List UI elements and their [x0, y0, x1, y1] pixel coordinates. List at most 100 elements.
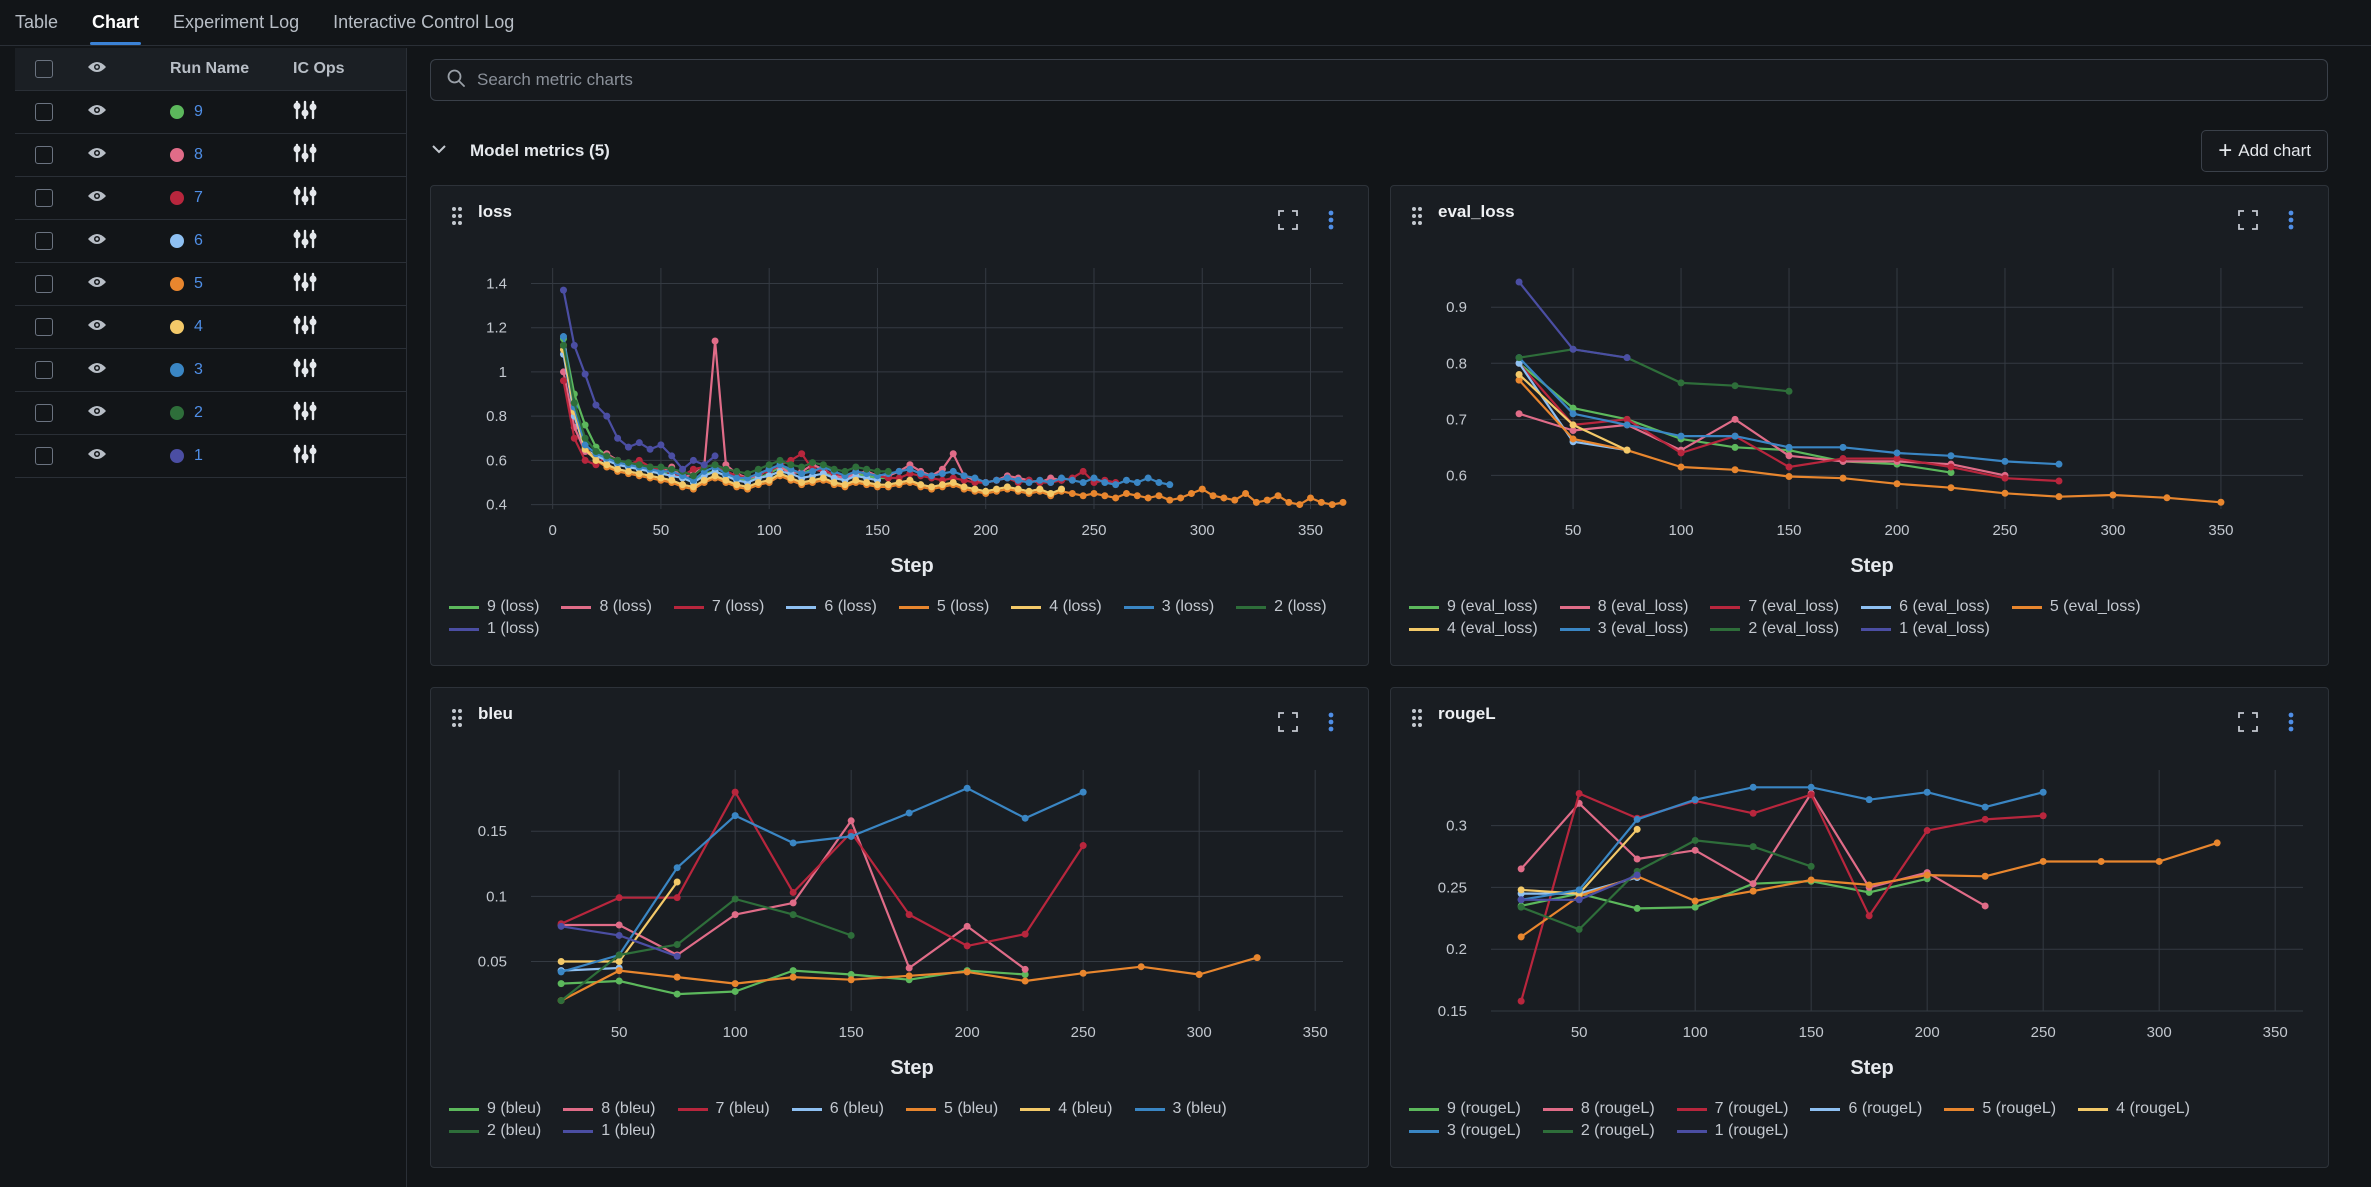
- visibility-eye-icon[interactable]: [87, 447, 107, 466]
- legend-item[interactable]: 2 (rougeL): [1542, 1122, 1655, 1140]
- legend-item[interactable]: 7 (eval_loss): [1710, 598, 1839, 616]
- expand-icon[interactable]: [1278, 210, 1298, 235]
- ic-ops-sliders-icon[interactable]: [293, 272, 317, 296]
- legend-item[interactable]: 3 (eval_loss): [1559, 620, 1688, 638]
- legend-item[interactable]: 2 (eval_loss): [1710, 620, 1839, 638]
- visibility-eye-icon[interactable]: [87, 103, 107, 122]
- drag-handle-icon[interactable]: [451, 708, 463, 733]
- expand-icon[interactable]: [2238, 210, 2258, 235]
- ic-ops-sliders-icon[interactable]: [293, 358, 317, 382]
- legend-item[interactable]: 1 (loss): [449, 620, 539, 638]
- legend-item[interactable]: 5 (loss): [898, 598, 989, 616]
- legend-item[interactable]: 5 (bleu): [906, 1100, 998, 1118]
- ic-ops-sliders-icon[interactable]: [293, 143, 317, 167]
- expand-icon[interactable]: [1278, 712, 1298, 737]
- run-select-checkbox[interactable]: [34, 275, 53, 293]
- ic-ops-sliders-icon[interactable]: [293, 186, 317, 210]
- run-select-checkbox[interactable]: [34, 361, 53, 379]
- visibility-eye-icon[interactable]: [87, 275, 107, 294]
- legend-item[interactable]: 6 (bleu): [791, 1100, 884, 1118]
- legend-item[interactable]: 7 (rougeL): [1676, 1100, 1788, 1118]
- legend-item[interactable]: 2 (loss): [1236, 598, 1327, 616]
- visibility-eye-icon[interactable]: [87, 232, 107, 251]
- run-select-checkbox[interactable]: [34, 447, 53, 465]
- more-options-icon[interactable]: [2288, 210, 2294, 235]
- chevron-down-icon[interactable]: [430, 142, 448, 160]
- visibility-all-icon[interactable]: [87, 60, 107, 79]
- tab-chart[interactable]: Chart: [90, 12, 142, 45]
- drag-handle-icon[interactable]: [1411, 708, 1423, 733]
- run-select-checkbox[interactable]: [34, 189, 53, 207]
- ic-ops-sliders-icon[interactable]: [293, 444, 317, 468]
- legend-item[interactable]: 4 (eval_loss): [1409, 620, 1538, 638]
- legend-item[interactable]: 3 (rougeL): [1409, 1122, 1521, 1140]
- legend-item[interactable]: 8 (loss): [561, 598, 652, 616]
- run-name-link[interactable]: 8: [194, 146, 203, 163]
- run-row[interactable]: 9: [15, 91, 406, 134]
- legend-item[interactable]: 7 (loss): [673, 598, 764, 616]
- run-row[interactable]: 1: [15, 435, 406, 478]
- ic-ops-sliders-icon[interactable]: [293, 229, 317, 253]
- drag-handle-icon[interactable]: [451, 206, 463, 231]
- run-row[interactable]: 4: [15, 306, 406, 349]
- tab-table[interactable]: Table: [15, 12, 59, 32]
- run-row[interactable]: 2: [15, 392, 406, 435]
- legend-item[interactable]: 5 (rougeL): [1944, 1100, 2056, 1118]
- visibility-eye-icon[interactable]: [87, 189, 107, 208]
- legend-item[interactable]: 1 (rougeL): [1676, 1122, 1788, 1140]
- run-name-link[interactable]: 5: [194, 275, 203, 292]
- legend-item[interactable]: 9 (bleu): [449, 1100, 541, 1118]
- legend-item[interactable]: 5 (eval_loss): [2011, 598, 2141, 616]
- legend-item[interactable]: 4 (bleu): [1020, 1100, 1113, 1118]
- legend-item[interactable]: 6 (rougeL): [1810, 1100, 1922, 1118]
- run-select-checkbox[interactable]: [34, 232, 53, 250]
- legend-item[interactable]: 9 (eval_loss): [1409, 598, 1538, 616]
- legend-item[interactable]: 6 (eval_loss): [1861, 598, 1990, 616]
- run-row[interactable]: 3: [15, 349, 406, 392]
- run-row[interactable]: 6: [15, 220, 406, 263]
- run-name-link[interactable]: 4: [194, 318, 203, 335]
- legend-item[interactable]: 8 (bleu): [563, 1100, 656, 1118]
- expand-icon[interactable]: [2238, 712, 2258, 737]
- add-chart-button[interactable]: + Add chart: [2201, 130, 2328, 172]
- legend-item[interactable]: 3 (bleu): [1134, 1100, 1227, 1118]
- run-name-link[interactable]: 2: [194, 404, 203, 421]
- more-options-icon[interactable]: [1328, 712, 1334, 737]
- ic-ops-sliders-icon[interactable]: [293, 401, 317, 425]
- visibility-eye-icon[interactable]: [87, 361, 107, 380]
- run-row[interactable]: 5: [15, 263, 406, 306]
- legend-item[interactable]: 3 (loss): [1123, 598, 1214, 616]
- legend-item[interactable]: 4 (rougeL): [2078, 1100, 2190, 1118]
- run-row[interactable]: 8: [15, 134, 406, 177]
- run-select-checkbox[interactable]: [34, 404, 53, 422]
- run-name-link[interactable]: 3: [194, 361, 203, 378]
- visibility-eye-icon[interactable]: [87, 146, 107, 165]
- run-name-link[interactable]: 6: [194, 232, 203, 249]
- run-name-link[interactable]: 7: [194, 189, 203, 206]
- legend-item[interactable]: 8 (rougeL): [1542, 1100, 1655, 1118]
- select-all-checkbox[interactable]: [34, 60, 53, 78]
- more-options-icon[interactable]: [2288, 712, 2294, 737]
- run-row[interactable]: 7: [15, 177, 406, 220]
- tab-experiment-log[interactable]: Experiment Log: [173, 12, 300, 32]
- tab-interactive-control-log[interactable]: Interactive Control Log: [333, 12, 515, 32]
- run-select-checkbox[interactable]: [34, 146, 53, 164]
- legend-item[interactable]: 1 (bleu): [563, 1122, 656, 1140]
- visibility-eye-icon[interactable]: [87, 404, 107, 423]
- visibility-eye-icon[interactable]: [87, 318, 107, 337]
- run-select-checkbox[interactable]: [34, 318, 53, 336]
- ic-ops-sliders-icon[interactable]: [293, 100, 317, 124]
- drag-handle-icon[interactable]: [1411, 206, 1423, 231]
- legend-item[interactable]: 7 (bleu): [677, 1100, 770, 1118]
- legend-item[interactable]: 9 (loss): [449, 598, 539, 616]
- legend-item[interactable]: 4 (loss): [1011, 598, 1102, 616]
- legend-item[interactable]: 8 (eval_loss): [1559, 598, 1688, 616]
- run-name-link[interactable]: 1: [194, 447, 203, 464]
- search-input[interactable]: Search metric charts: [430, 59, 2328, 101]
- legend-item[interactable]: 1 (eval_loss): [1861, 620, 1990, 638]
- legend-item[interactable]: 6 (loss): [786, 598, 877, 616]
- legend-item[interactable]: 9 (rougeL): [1409, 1100, 1521, 1118]
- run-select-checkbox[interactable]: [34, 103, 53, 121]
- run-name-link[interactable]: 9: [194, 103, 203, 120]
- legend-item[interactable]: 2 (bleu): [449, 1122, 541, 1140]
